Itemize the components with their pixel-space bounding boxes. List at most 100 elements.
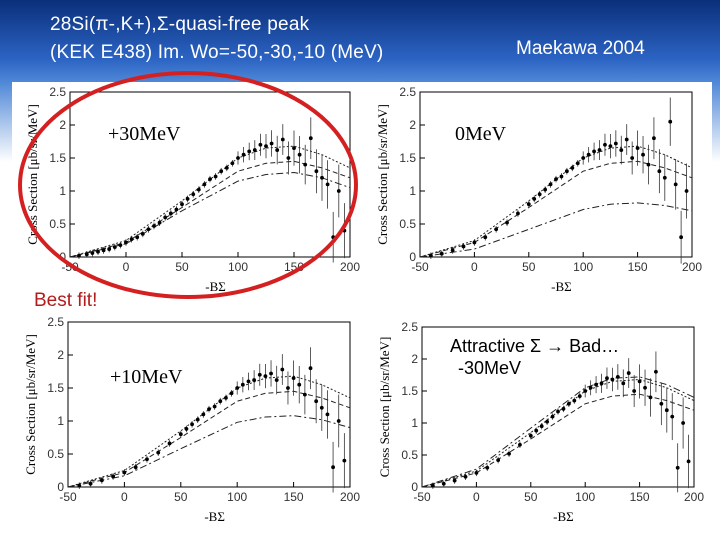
data-point — [543, 187, 548, 192]
data-point — [588, 385, 593, 390]
y-tick-label: 0 — [409, 250, 416, 264]
data-point — [592, 149, 596, 154]
data-point — [507, 451, 511, 456]
x-axis-label: -BΣ — [553, 509, 574, 524]
data-point — [619, 148, 624, 152]
data-point — [184, 427, 189, 431]
data-point — [461, 244, 466, 249]
x-tick-label: 100 — [227, 490, 247, 504]
data-point — [554, 177, 558, 182]
data-point — [526, 202, 531, 207]
y-tick-label: 0 — [57, 480, 64, 494]
data-point — [314, 169, 319, 174]
data-point — [452, 478, 457, 483]
data-point — [643, 385, 647, 390]
data-point — [229, 391, 234, 396]
curve-lower — [421, 376, 695, 488]
x-axis-label: -BΣ — [204, 509, 225, 524]
data-point — [90, 251, 95, 255]
x-tick-label: 150 — [628, 260, 648, 274]
data-point — [474, 471, 479, 475]
data-point — [185, 197, 190, 201]
data-point — [654, 369, 658, 374]
y-axis-label: Cross Section [μb/sr/MeV] — [377, 337, 392, 478]
data-point — [679, 235, 684, 240]
data-point — [157, 220, 162, 225]
data-point — [342, 458, 347, 463]
data-point — [632, 389, 637, 393]
data-point — [472, 240, 477, 245]
data-point — [308, 136, 313, 141]
data-point — [613, 141, 618, 146]
data-point — [77, 483, 82, 488]
data-point — [275, 148, 280, 152]
data-point — [581, 156, 586, 160]
data-point — [483, 235, 488, 240]
x-tick-label: 100 — [575, 490, 595, 504]
data-point — [168, 211, 173, 216]
data-point — [174, 207, 179, 212]
data-point — [684, 189, 689, 193]
data-point — [224, 166, 229, 170]
data-point — [430, 483, 435, 488]
data-point — [599, 381, 604, 386]
slide-title-line1: 28Si(π-,K+),Σ-quasi-free peak — [50, 14, 310, 35]
data-point — [608, 144, 613, 149]
x-tick-label: 200 — [340, 490, 360, 504]
panel-annotation: +10MeV — [110, 366, 183, 388]
data-point — [280, 367, 285, 372]
best-fit-label: Best fit! — [34, 290, 98, 311]
data-point — [264, 144, 268, 149]
data-point — [319, 405, 324, 410]
panel-background — [12, 82, 368, 310]
y-axis-label: Cross Section [μb/sr/MeV] — [375, 104, 390, 245]
data-point — [235, 386, 240, 390]
data-point — [297, 382, 302, 387]
y-tick-label: 1 — [409, 184, 416, 198]
plot-frame — [67, 321, 351, 488]
curve-upper — [69, 145, 351, 258]
data-point — [240, 382, 245, 387]
data-point — [686, 459, 691, 464]
data-point — [135, 235, 140, 240]
panel-annotation: Attractive Σ → Bad… — [450, 336, 619, 356]
data-point — [303, 162, 308, 167]
data-point — [450, 248, 455, 253]
data-point — [621, 381, 626, 386]
data-point — [252, 378, 257, 382]
data-point — [302, 392, 307, 397]
y-tick-label: 1.5 — [401, 384, 418, 398]
data-point — [297, 152, 302, 157]
data-point — [670, 414, 675, 419]
data-point — [219, 169, 224, 174]
data-point — [668, 119, 673, 124]
y-tick-label: 0.5 — [401, 448, 418, 462]
curve-upper — [419, 145, 693, 258]
x-tick-label: 200 — [682, 260, 702, 274]
data-point — [539, 424, 544, 429]
data-point — [673, 182, 678, 187]
data-point — [224, 396, 228, 400]
data-point — [336, 419, 341, 423]
data-point — [641, 152, 645, 157]
curve-upper — [67, 375, 351, 488]
x-tick-label: 50 — [522, 260, 536, 274]
data-point — [140, 232, 145, 236]
panel-background — [12, 300, 368, 535]
data-point — [325, 182, 330, 187]
data-point — [603, 142, 607, 147]
data-point — [624, 137, 629, 142]
data-point — [241, 152, 246, 157]
y-tick-label: 2 — [59, 118, 66, 132]
x-tick-label: 50 — [524, 490, 538, 504]
data-point — [292, 146, 296, 151]
data-point — [107, 247, 112, 251]
data-point — [286, 386, 290, 390]
data-point — [605, 376, 609, 381]
data-point — [111, 474, 116, 479]
data-point — [202, 182, 207, 187]
data-point — [263, 374, 268, 379]
x-tick-label: 0 — [123, 260, 130, 274]
